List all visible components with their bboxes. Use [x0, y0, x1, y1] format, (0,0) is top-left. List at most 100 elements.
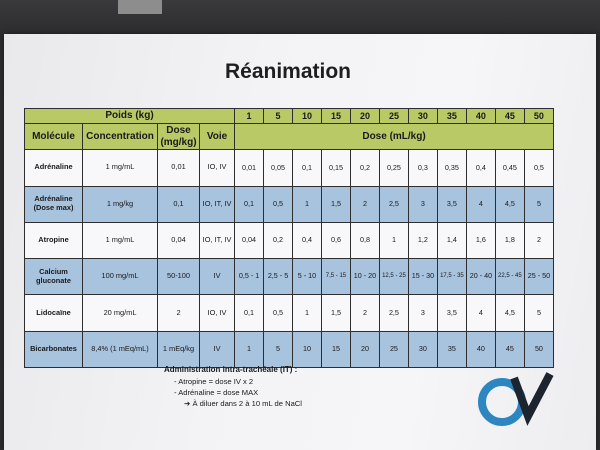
dose-ml-cell: 40 — [465, 330, 496, 369]
note-heading: Administration intra-trachéale (IT) : — [164, 365, 298, 374]
note-dilution: ➔ À diluer dans 2 à 10 mL de NaCl — [164, 398, 302, 409]
table-row: Lidocaïne 20 mg/mL 2 IO, IV 0,1 0,5 1 1,5 2 2,5 3 3… — [24, 294, 555, 332]
background-top — [0, 0, 600, 40]
dose-ml-cell: 3,5 — [436, 185, 467, 223]
table-row: Calcium gluconate 100 mg/mL 50-100 IV 0,5 - … — [24, 258, 555, 296]
dose-mgkg-cell: 2 — [157, 294, 200, 332]
dose-ml-cell: 25 — [378, 330, 409, 369]
voie-cell: IO, IV — [198, 294, 236, 332]
dose-ml-cell: 1,5 — [320, 294, 351, 332]
dose-ml-cell: 1,8 — [494, 221, 525, 260]
weight-cell: 50 — [523, 107, 555, 125]
dose-ml-cell: 0,04 — [234, 221, 265, 260]
dose-ml-cell: 1 — [234, 330, 265, 369]
ov-logo-icon — [478, 372, 554, 426]
dose-ml-cell: 20 - 40 — [465, 258, 496, 296]
dose-ml-cell: 7,5 - 15 — [320, 258, 351, 296]
dose-ml-cell: 30 — [407, 330, 438, 369]
header-molecule: Molécule — [24, 123, 83, 151]
dose-ml-cell: 2 — [349, 294, 380, 332]
dose-ml-cell: 4 — [465, 294, 496, 332]
voie-cell: IO, IT, IV — [198, 185, 236, 223]
dose-ml-cell: 0,05 — [263, 149, 293, 187]
molecule-cell: Atropine — [24, 221, 83, 260]
dose-ml-cell: 50 — [523, 330, 555, 369]
molecule-cell: Calcium gluconate — [24, 258, 83, 296]
voie-cell: IV — [198, 258, 236, 296]
weight-header-row: Poids (kg) 1 5 10 15 20 25 30 35 40 45 5… — [23, 107, 555, 125]
dose-ml-cell: 2,5 — [378, 185, 409, 223]
dose-ml-cell: 1,5 — [320, 185, 351, 223]
dose-mgkg-cell: 0,01 — [157, 149, 200, 187]
dose-ml-cell: 0,5 — [523, 149, 555, 187]
dose-ml-cell: 0,5 - 1 — [234, 258, 265, 296]
header-voie: Voie — [198, 123, 236, 151]
concentration-cell: 1 mg/mL — [82, 149, 158, 187]
page-title: Réanimation — [224, 60, 352, 83]
dose-ml-cell: 0,1 — [234, 294, 265, 332]
reanimation-table: Poids (kg) 1 5 10 15 20 25 30 35 40 45 5… — [23, 107, 555, 369]
weight-cell: 25 — [378, 107, 409, 125]
dose-ml-cell: 0,1 — [234, 185, 265, 223]
weight-cell: 30 — [407, 107, 438, 125]
intratracheal-note: Administration intra-trachéale (IT) : - … — [164, 364, 302, 409]
dose-ml-cell: 10 — [292, 330, 322, 369]
dose-ml-cell: 4,5 — [494, 185, 525, 223]
weight-cell: 40 — [465, 107, 496, 125]
dose-ml-cell: 0,15 — [320, 149, 351, 187]
dose-ml-cell: 3,5 — [436, 294, 467, 332]
poids-label: Poids (kg) — [23, 107, 236, 125]
dose-ml-cell: 15 - 30 — [407, 258, 438, 296]
table-row: Bicarbonates 8,4% (1 mEq/mL) 1 mEq/kg IV 1 5 1… — [24, 330, 555, 369]
table-row: Atropine 1 mg/mL 0,04 IO, IT, IV 0,04 0,2 0,4 0… — [24, 221, 555, 260]
voie-cell: IV — [198, 330, 236, 369]
dose-ml-cell: 1,2 — [407, 221, 438, 260]
dose-ml-cell: 0,6 — [320, 221, 351, 260]
concentration-cell: 8,4% (1 mEq/mL) — [82, 330, 158, 369]
dose-ml-cell: 0,1 — [292, 149, 322, 187]
dose-ml-cell: 5 — [523, 294, 555, 332]
dose-ml-cell: 1 — [292, 294, 322, 332]
molecule-cell: Bicarbonates — [24, 330, 83, 369]
molecule-cell: Lidocaïne — [24, 294, 83, 332]
dose-ml-cell: 15 — [320, 330, 351, 369]
dose-ml-cell: 0,25 — [378, 149, 409, 187]
dose-ml-cell: 10 - 20 — [349, 258, 380, 296]
dose-ml-cell: 5 - 10 — [292, 258, 322, 296]
molecule-cell: Adrénaline (Dose max) — [24, 185, 83, 223]
dose-mgkg-cell: 0,04 — [157, 221, 200, 260]
weight-cell: 5 — [263, 107, 293, 125]
molecule-cell: Adrénaline — [24, 149, 83, 187]
dose-ml-cell: 17,5 - 35 — [436, 258, 467, 296]
concentration-cell: 1 mg/mL — [82, 221, 158, 260]
concentration-cell: 20 mg/mL — [82, 294, 158, 332]
dose-ml-cell: 0,2 — [349, 149, 380, 187]
logo-v-shape — [510, 372, 554, 426]
header-dose-ml: Dose (mL/kg) — [234, 123, 554, 151]
table-row: Adrénaline (Dose max) 1 mg/kg 0,1 IO, IT, I… — [24, 185, 555, 223]
dose-ml-cell: 0,35 — [436, 149, 467, 187]
column-header-row: Molécule Concentration Dose (mg/kg) Voie… — [24, 123, 554, 151]
dose-ml-cell: 2,5 - 5 — [263, 258, 293, 296]
dose-ml-cell: 0,2 — [263, 221, 293, 260]
paper-sheet: Réanimation Poids (kg) 1 5 10 15 20 25 3… — [4, 34, 596, 450]
dose-mgkg-cell: 0,1 — [157, 185, 200, 223]
dose-ml-cell: 0,4 — [465, 149, 496, 187]
weight-cell: 20 — [349, 107, 380, 125]
dose-ml-cell: 4,5 — [494, 294, 525, 332]
dose-ml-cell: 5 — [523, 185, 555, 223]
dose-ml-cell: 5 — [263, 330, 293, 369]
dose-ml-cell: 0,8 — [349, 221, 380, 260]
dose-ml-cell: 3 — [407, 185, 438, 223]
weight-cell: 45 — [494, 107, 525, 125]
header-concentration: Concentration — [82, 123, 158, 151]
dose-ml-cell: 45 — [494, 330, 525, 369]
dose-ml-cell: 25 - 50 — [523, 258, 555, 296]
note-atropine: - Atropine = dose IV x 2 — [174, 376, 254, 386]
dose-ml-cell: 2 — [523, 221, 555, 260]
dose-ml-cell: 1,4 — [436, 221, 467, 260]
dose-ml-cell: 1,6 — [465, 221, 496, 260]
concentration-cell: 100 mg/mL — [82, 258, 158, 296]
table-row: Adrénaline 1 mg/mL 0,01 IO, IV 0,01 0,05 0,1 0,… — [24, 149, 555, 187]
dose-ml-cell: 22,5 - 45 — [494, 258, 525, 296]
